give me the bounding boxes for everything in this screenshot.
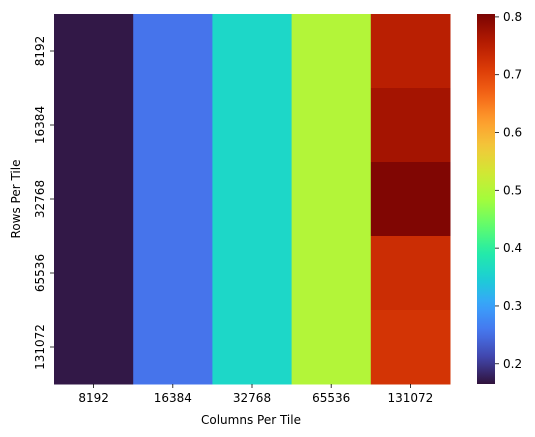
heatmap-cell: [54, 14, 134, 89]
heatmap-cell: [291, 14, 372, 89]
heatmap-cell: [133, 14, 213, 89]
x-tick-label: 32768: [233, 391, 271, 405]
heatmap-cell: [291, 236, 372, 311]
x-tick-label: 131072: [387, 391, 433, 405]
heatmap-cell: [370, 162, 451, 237]
heatmap-cell: [54, 310, 134, 385]
heatmap-cell: [291, 88, 372, 163]
heatmap-cell: [133, 88, 213, 163]
x-axis-ticks: 8192 16384 32768 65536 131072: [78, 384, 433, 405]
colorbar-tick-label: 0.8: [503, 10, 522, 24]
heatmap-cell: [212, 236, 293, 311]
y-tick-label: 8192: [33, 36, 47, 67]
colorbar-tick-label: 0.5: [503, 183, 522, 197]
heatmap-cell: [133, 236, 213, 311]
x-tick-label: 16384: [154, 391, 192, 405]
colorbar-tick-label: 0.7: [503, 68, 522, 82]
heatmap-cell: [133, 310, 213, 385]
colorbar-tick-label: 0.3: [503, 299, 522, 313]
heatmap-cell: [212, 310, 293, 385]
heatmap-cell: [54, 236, 134, 311]
colorbar-tick-label: 0.2: [503, 357, 522, 371]
heatmap-cell: [370, 14, 451, 89]
heatmap-cell: [133, 162, 213, 237]
x-tick-label: 65536: [312, 391, 350, 405]
heatmap-cells: [54, 14, 451, 385]
y-axis-label: Rows Per Tile: [9, 160, 23, 239]
heatmap-cell: [54, 162, 134, 237]
heatmap-cell: [54, 88, 134, 163]
y-tick-label: 32768: [33, 180, 47, 218]
colorbar-tick-label: 0.6: [503, 126, 522, 140]
x-tick-label: 8192: [78, 391, 109, 405]
y-tick-label: 65536: [33, 254, 47, 292]
heatmap-cell: [212, 88, 293, 163]
heatmap-cell: [370, 236, 451, 311]
x-axis-label: Columns Per Tile: [201, 413, 301, 427]
heatmap-cell: [370, 88, 451, 163]
y-axis-ticks: 8192 16384 32768 65536 131072: [33, 36, 54, 370]
heatmap-cell: [212, 14, 293, 89]
y-tick-label: 131072: [33, 324, 47, 370]
heatmap-cell: [291, 310, 372, 385]
colorbar: [477, 14, 495, 384]
heatmap-cell: [291, 162, 372, 237]
colorbar-tick-label: 0.4: [503, 241, 522, 255]
heatmap-cell: [370, 310, 451, 385]
colorbar-ticks: 0.2 0.3 0.4 0.5 0.6 0.7 0.8: [495, 10, 522, 371]
heatmap-cell: [212, 162, 293, 237]
y-tick-label: 16384: [33, 106, 47, 144]
